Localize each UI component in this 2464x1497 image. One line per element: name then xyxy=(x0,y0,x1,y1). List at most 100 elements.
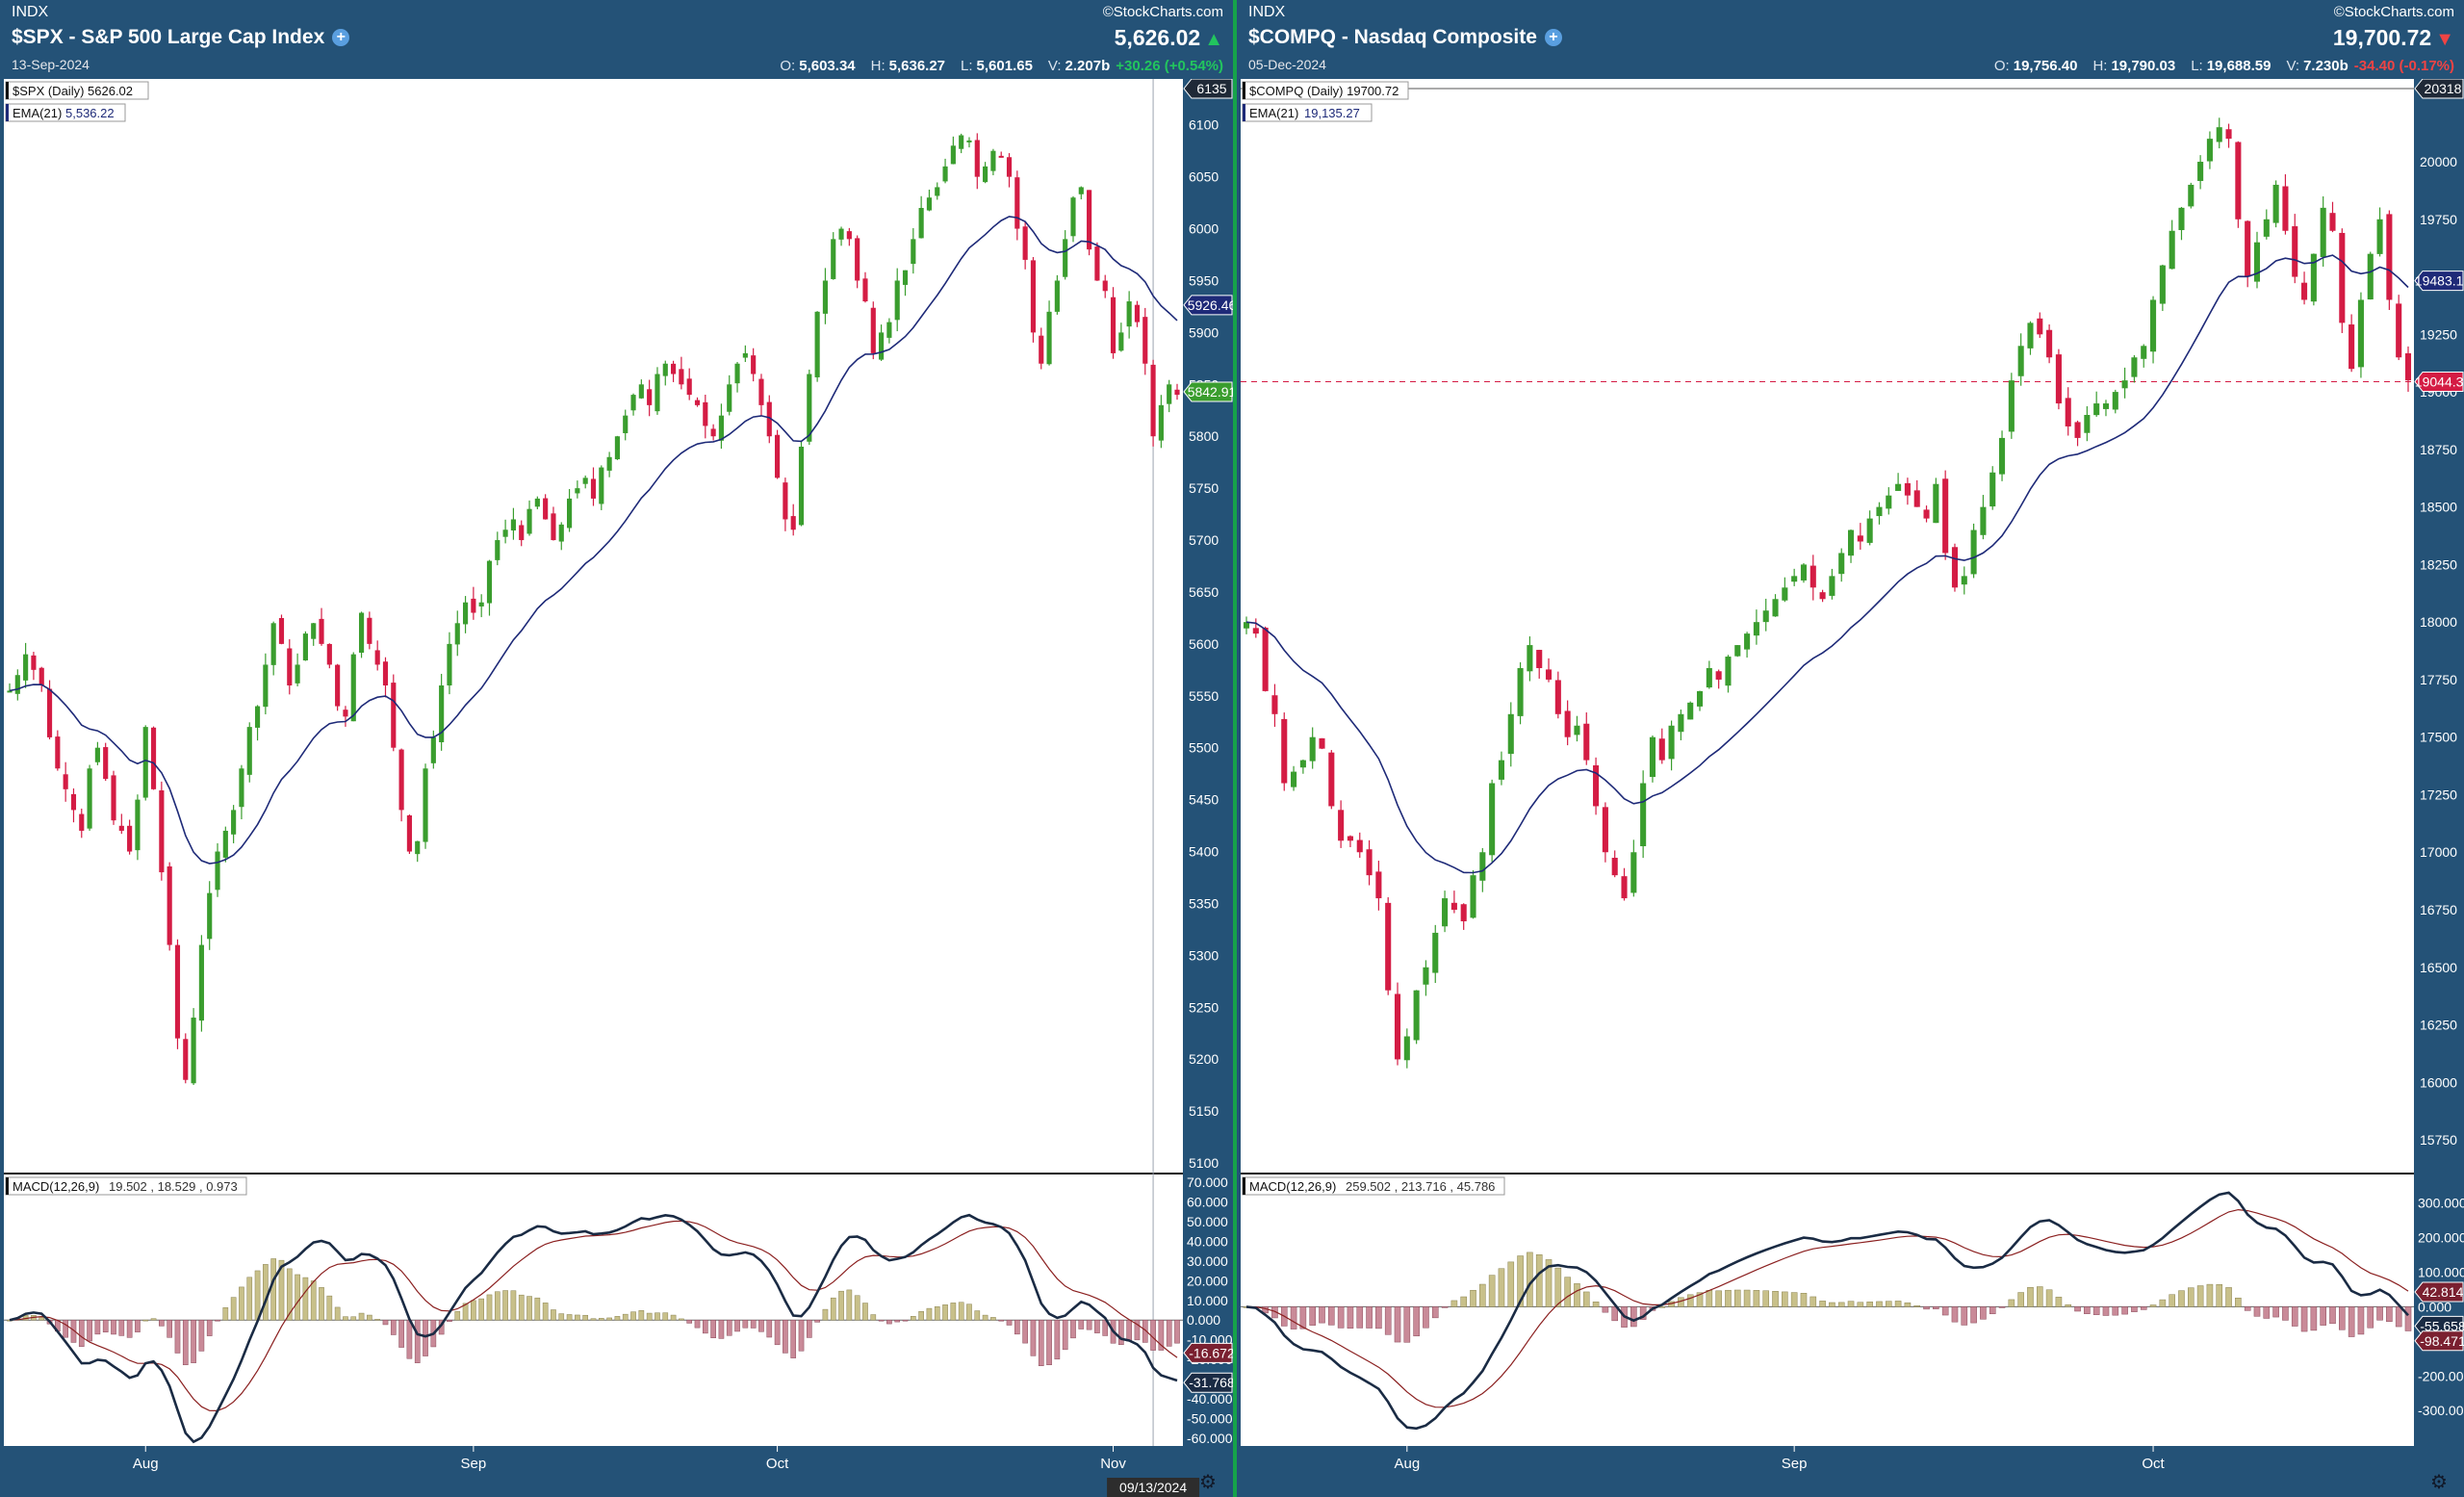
candle xyxy=(1375,861,1382,911)
ema-legend-swatch xyxy=(1243,104,1245,121)
candle-body xyxy=(2084,415,2091,433)
settings-gear-icon[interactable]: ⚙ xyxy=(2430,1472,2448,1493)
candle xyxy=(1070,195,1076,243)
candle xyxy=(718,403,725,450)
add-symbol-icon[interactable]: + xyxy=(1544,29,1562,46)
candle-body xyxy=(502,529,508,537)
candle xyxy=(1281,712,1288,791)
macd-hist-bar xyxy=(870,1314,877,1321)
macd-hist-bar xyxy=(198,1319,205,1352)
macd-hist-bar xyxy=(1715,1290,1722,1307)
macd-hist-bar xyxy=(1602,1306,1609,1313)
candle-body xyxy=(2102,403,2110,409)
compq-chart-panel[interactable]: INDX $COMPQ - Nasdaq Composite +05-Dec-202… xyxy=(1237,0,2464,1497)
candle-body xyxy=(1942,478,1949,554)
stockcharts-brand[interactable]: ©StockCharts.com xyxy=(2333,4,2454,20)
candle xyxy=(1413,990,1420,1045)
macd-line xyxy=(9,1213,1178,1444)
macd-hist-bar xyxy=(758,1319,764,1332)
candle xyxy=(1564,700,1571,746)
chart-canvas[interactable]: 6100605060005950590058505800575057005650… xyxy=(0,79,1233,1497)
macd-hist-bar xyxy=(846,1289,853,1321)
candle-body xyxy=(1640,783,1647,847)
macd-hist-bar xyxy=(646,1312,653,1321)
candle-body xyxy=(1829,576,1835,596)
macd-hist-bar xyxy=(1866,1302,1873,1307)
ema-legend-value: 5,536.22 xyxy=(65,106,115,120)
macd-hist-bar xyxy=(1564,1277,1571,1307)
candle xyxy=(742,345,748,363)
candle-body xyxy=(1866,518,1873,543)
candle xyxy=(1753,609,1759,645)
chart-canvas[interactable]: 2000019750195001925019000187501850018250… xyxy=(1237,79,2464,1497)
price-tick-label: 17250 xyxy=(2420,787,2457,802)
candle-body xyxy=(855,238,860,281)
candle xyxy=(2272,180,2279,228)
candle-body xyxy=(543,498,549,520)
candle xyxy=(974,133,980,190)
candle xyxy=(1262,626,1269,692)
macd-hist-bar xyxy=(471,1300,476,1321)
panel-divider[interactable] xyxy=(1233,0,1237,1497)
candle xyxy=(822,268,829,324)
macd-hist-bar xyxy=(374,1319,381,1321)
candle xyxy=(263,653,269,715)
candle xyxy=(1772,594,1779,617)
candle-body xyxy=(478,602,484,607)
macd-hist-bar xyxy=(2074,1306,2081,1312)
price-tick-label: 5650 xyxy=(1189,584,1219,600)
candle-body xyxy=(1460,904,1467,921)
candle xyxy=(1460,903,1467,930)
chart-title[interactable]: $SPX - S&P 500 Large Cap Index + xyxy=(12,26,350,49)
candle-body xyxy=(1791,576,1798,582)
candle xyxy=(254,705,261,741)
price-tick-label: 5900 xyxy=(1189,324,1219,340)
candle xyxy=(1942,470,1949,560)
candle-body xyxy=(1762,610,1769,623)
candle xyxy=(510,507,516,540)
macd-hist-bar xyxy=(1913,1304,1921,1307)
macd-hist-bar xyxy=(254,1270,261,1321)
candle-body xyxy=(335,664,341,707)
macd-hist-bar xyxy=(718,1319,725,1339)
candle xyxy=(902,270,909,297)
price-badge-label: 19044.39 xyxy=(2415,374,2464,389)
h-value: 5,636.27 xyxy=(888,58,946,74)
candle xyxy=(1715,669,1722,689)
macd-hist-bar xyxy=(1686,1294,1694,1307)
candle xyxy=(566,489,573,532)
macd-hist-bar xyxy=(798,1319,805,1352)
candle-body xyxy=(590,478,597,499)
candle xyxy=(1744,632,1751,658)
stockcharts-brand[interactable]: ©StockCharts.com xyxy=(1102,4,1223,20)
candle-body xyxy=(1243,622,1250,629)
price-tick-label: 5300 xyxy=(1189,947,1219,963)
candle-body xyxy=(343,710,348,717)
candle-body xyxy=(486,560,493,604)
candle xyxy=(350,652,356,722)
price-tick-label: 19750 xyxy=(2420,212,2457,227)
candle-body xyxy=(319,618,324,644)
add-symbol-icon[interactable]: + xyxy=(332,29,350,46)
candle-body xyxy=(1593,765,1600,807)
macd-hist-bar xyxy=(534,1297,541,1321)
candle xyxy=(590,467,597,506)
candle xyxy=(1687,701,1694,720)
candle-body xyxy=(879,332,885,360)
candle xyxy=(1593,757,1600,815)
price-axis-bar xyxy=(1183,79,1233,1497)
candle-body xyxy=(1094,246,1100,281)
candle xyxy=(686,368,692,400)
candle xyxy=(2225,123,2232,148)
spx-chart-panel[interactable]: INDX $SPX - S&P 500 Large Cap Index +13-Se… xyxy=(0,0,1233,1497)
candle-body xyxy=(167,865,172,945)
macd-hist-bar xyxy=(2045,1289,2053,1307)
candle xyxy=(423,763,428,849)
candle xyxy=(63,761,68,802)
candle xyxy=(1782,577,1788,603)
candle xyxy=(870,301,876,360)
settings-gear-icon[interactable]: ⚙ xyxy=(1199,1472,1217,1493)
candle xyxy=(1271,684,1278,727)
chart-title[interactable]: $COMPQ - Nasdaq Composite + xyxy=(1248,26,1562,49)
candle xyxy=(758,374,764,416)
